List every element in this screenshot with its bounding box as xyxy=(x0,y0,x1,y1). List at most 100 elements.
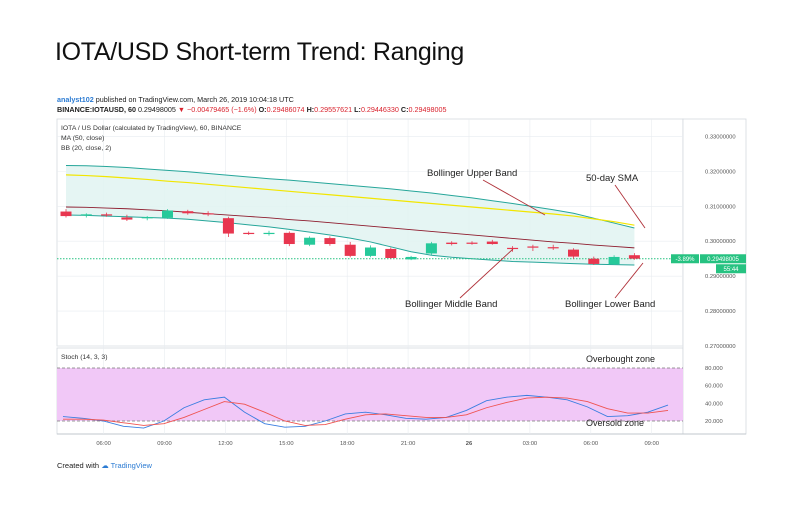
candle-body xyxy=(486,241,498,245)
published-text: published on TradingView.com, March 26, … xyxy=(95,95,294,104)
last-price-marker: -3.89% 0.29498005 55:44 xyxy=(671,254,746,274)
time-tick-label: 06:00 xyxy=(96,441,111,447)
change-badge xyxy=(671,254,699,264)
candle-body xyxy=(446,242,458,245)
annotation-middle-band-arrow xyxy=(459,248,514,299)
time-tick-label: 12:00 xyxy=(218,441,233,447)
close-label: C: xyxy=(400,105,409,114)
ma-legend: MA (50, close) xyxy=(61,135,104,142)
candle-body xyxy=(283,232,295,245)
trading-chart[interactable]: 0.27000000 0.28000000 0.29000000 0.30000000… xyxy=(55,115,748,455)
annotation-upper-band: Bollinger Upper Band xyxy=(427,168,517,179)
candle-body xyxy=(141,217,153,219)
candle-body xyxy=(344,244,356,256)
tradingview-link[interactable]: TradingView xyxy=(110,461,152,470)
price-tick-label: 0.33000000 xyxy=(705,134,736,140)
annotation-upper-band-arrow xyxy=(482,179,546,216)
stoch-d-line xyxy=(63,396,669,426)
price-axis[interactable] xyxy=(682,118,747,435)
candle-body xyxy=(588,258,600,264)
candle-body xyxy=(121,217,133,220)
annotation-middle-band: Bollinger Middle Band xyxy=(405,299,497,310)
stoch-k-line xyxy=(62,394,669,429)
change-badge-text: -3.89% xyxy=(675,257,695,263)
chart-card: analyst102 published on TradingView.com,… xyxy=(55,93,748,456)
close-value: 0.29498005 xyxy=(408,105,447,114)
annotation-lower-band-arrow xyxy=(614,262,644,299)
bollinger-middle-line xyxy=(65,206,635,249)
sma-50-line xyxy=(65,174,635,226)
created-with-label: Created with xyxy=(57,461,100,470)
time-tick-label: 15:00 xyxy=(279,441,294,447)
time-tick-label: 26 xyxy=(466,441,473,447)
candle-body xyxy=(405,256,417,260)
candle-body xyxy=(365,247,376,256)
time-tick-label: 03:00 xyxy=(523,441,538,447)
candle-body xyxy=(202,213,214,215)
page-title: IOTA/USD Short-term Trend: Ranging xyxy=(55,38,464,66)
stoch-legend: Stoch (14, 3, 3) xyxy=(61,354,107,361)
high-label: H: xyxy=(306,105,315,114)
annotation-lower-band: Bollinger Lower Band xyxy=(565,299,655,310)
annotation-overbought: Overbought zone xyxy=(586,354,655,364)
price-change: −0.00479465 (−1.6%) xyxy=(187,105,257,114)
ohlc-line: BINANCE:IOTAUSD, 60 0.29498005 ▼ −0.0047… xyxy=(57,105,447,114)
candle-body xyxy=(222,218,234,234)
stoch-tick-label: 80.000 xyxy=(705,366,723,372)
time-tick-label: 21:00 xyxy=(401,441,416,447)
open-value: 0.29486074 xyxy=(266,105,305,114)
candle-body xyxy=(608,256,620,265)
candle-body xyxy=(162,210,173,218)
candle-body xyxy=(80,214,92,216)
price-tick-label: 0.31000000 xyxy=(705,204,736,210)
candle-body xyxy=(628,255,640,259)
tradingview-logo-icon[interactable]: ☁ xyxy=(101,461,109,470)
footer: Created with ☁ TradingView xyxy=(57,461,152,470)
price-tick-label: 0.30000000 xyxy=(705,239,736,245)
author-link[interactable]: analyst102 xyxy=(57,95,94,104)
countdown-badge xyxy=(716,264,746,274)
down-arrow-icon: ▼ xyxy=(177,105,186,114)
bollinger-lower-line xyxy=(65,214,635,266)
candle-body xyxy=(324,238,336,245)
stoch-tick-label: 20.000 xyxy=(705,419,723,425)
annotation-sma-arrow xyxy=(614,184,646,229)
candle-body xyxy=(547,247,559,249)
time-tick-label: 09:00 xyxy=(157,441,172,447)
countdown-badge-text: 55:44 xyxy=(723,267,739,273)
candle-body xyxy=(466,242,478,244)
candle-body xyxy=(304,237,316,245)
time-tick-label: 06:00 xyxy=(584,441,599,447)
candle-body xyxy=(385,248,397,258)
candle-body xyxy=(568,249,579,257)
price-badge xyxy=(700,254,746,264)
publish-line: analyst102 published on TradingView.com,… xyxy=(57,95,294,104)
instrument-legend: IOTA / US Dollar (calculated by TradingV… xyxy=(61,125,242,132)
candle-body xyxy=(60,211,72,217)
symbol-line: BINANCE:IOTAUSD, 60 xyxy=(57,105,136,114)
bollinger-upper-line xyxy=(65,164,635,229)
candle-body xyxy=(507,247,519,250)
candle-body xyxy=(101,214,113,216)
price-badge-text: 0.29498005 xyxy=(707,257,739,263)
low-label: L: xyxy=(354,105,361,114)
last-price: 0.29498005 xyxy=(137,105,176,114)
open-label: O: xyxy=(258,105,267,114)
annotation-sma: 50-day SMA xyxy=(586,173,639,184)
candle-body xyxy=(527,246,539,248)
price-tick-label: 0.29000000 xyxy=(705,274,736,280)
price-tick-label: 0.27000000 xyxy=(705,344,736,350)
candle-body xyxy=(263,232,275,235)
bb-legend: BB (20, close, 2) xyxy=(61,145,111,152)
time-tick-label: 18:00 xyxy=(340,441,355,447)
time-tick-label: 09:00 xyxy=(644,441,659,447)
price-tick-label: 0.28000000 xyxy=(705,309,736,315)
price-tick-label: 0.32000000 xyxy=(705,169,736,175)
stoch-tick-label: 40.000 xyxy=(705,401,723,407)
low-value: 0.29446330 xyxy=(360,105,399,114)
candle-body xyxy=(243,232,255,235)
candle-body xyxy=(425,243,437,254)
stoch-tick-label: 60.000 xyxy=(705,384,723,390)
annotation-oversold: Oversold zone xyxy=(586,418,644,428)
candle-body xyxy=(182,211,194,214)
